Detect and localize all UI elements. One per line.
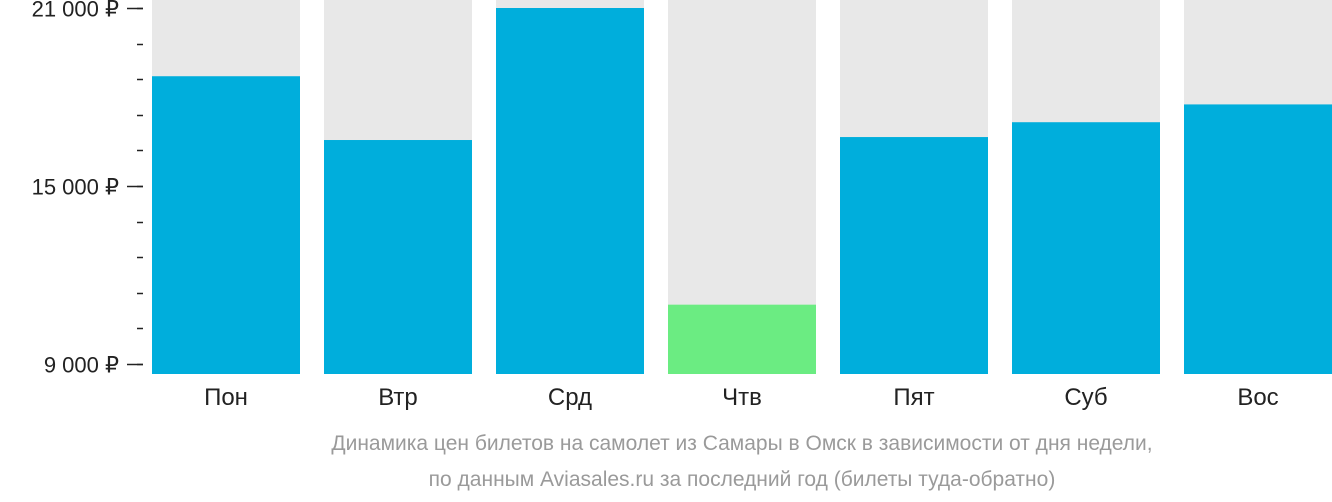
y-tick-label: 9 000 ₽ xyxy=(44,353,119,378)
bar-5 xyxy=(840,137,988,374)
y-axis: 21 000 ₽ 15 000 ₽ 9 000 ₽ xyxy=(32,0,143,378)
x-axis-labels: Пон Втр Срд Чтв Пят Суб Вос xyxy=(204,384,1279,411)
bars xyxy=(152,8,1332,375)
y-tick-label: 21 000 ₽ xyxy=(32,0,119,22)
y-tick-label: 15 000 ₽ xyxy=(32,175,119,200)
bar-4 xyxy=(668,304,816,374)
x-tick-label: Втр xyxy=(378,384,418,411)
x-tick-label: Пят xyxy=(893,384,934,411)
bar-2 xyxy=(324,140,472,374)
bar-1 xyxy=(152,76,300,374)
bar-6 xyxy=(1012,122,1160,374)
x-tick-label: Чтв xyxy=(722,384,762,411)
chart-caption-line-1: Динамика цен билетов на самолет из Самар… xyxy=(331,432,1153,455)
x-tick-label: Пон xyxy=(204,384,248,411)
x-tick-label: Суб xyxy=(1064,384,1107,411)
chart-caption-line-2: по данным Aviasales.ru за последний год … xyxy=(428,468,1056,491)
bar-3 xyxy=(496,8,644,374)
x-tick-label: Вос xyxy=(1237,384,1278,411)
x-tick-label: Срд xyxy=(548,384,592,411)
bar-7 xyxy=(1184,104,1332,375)
